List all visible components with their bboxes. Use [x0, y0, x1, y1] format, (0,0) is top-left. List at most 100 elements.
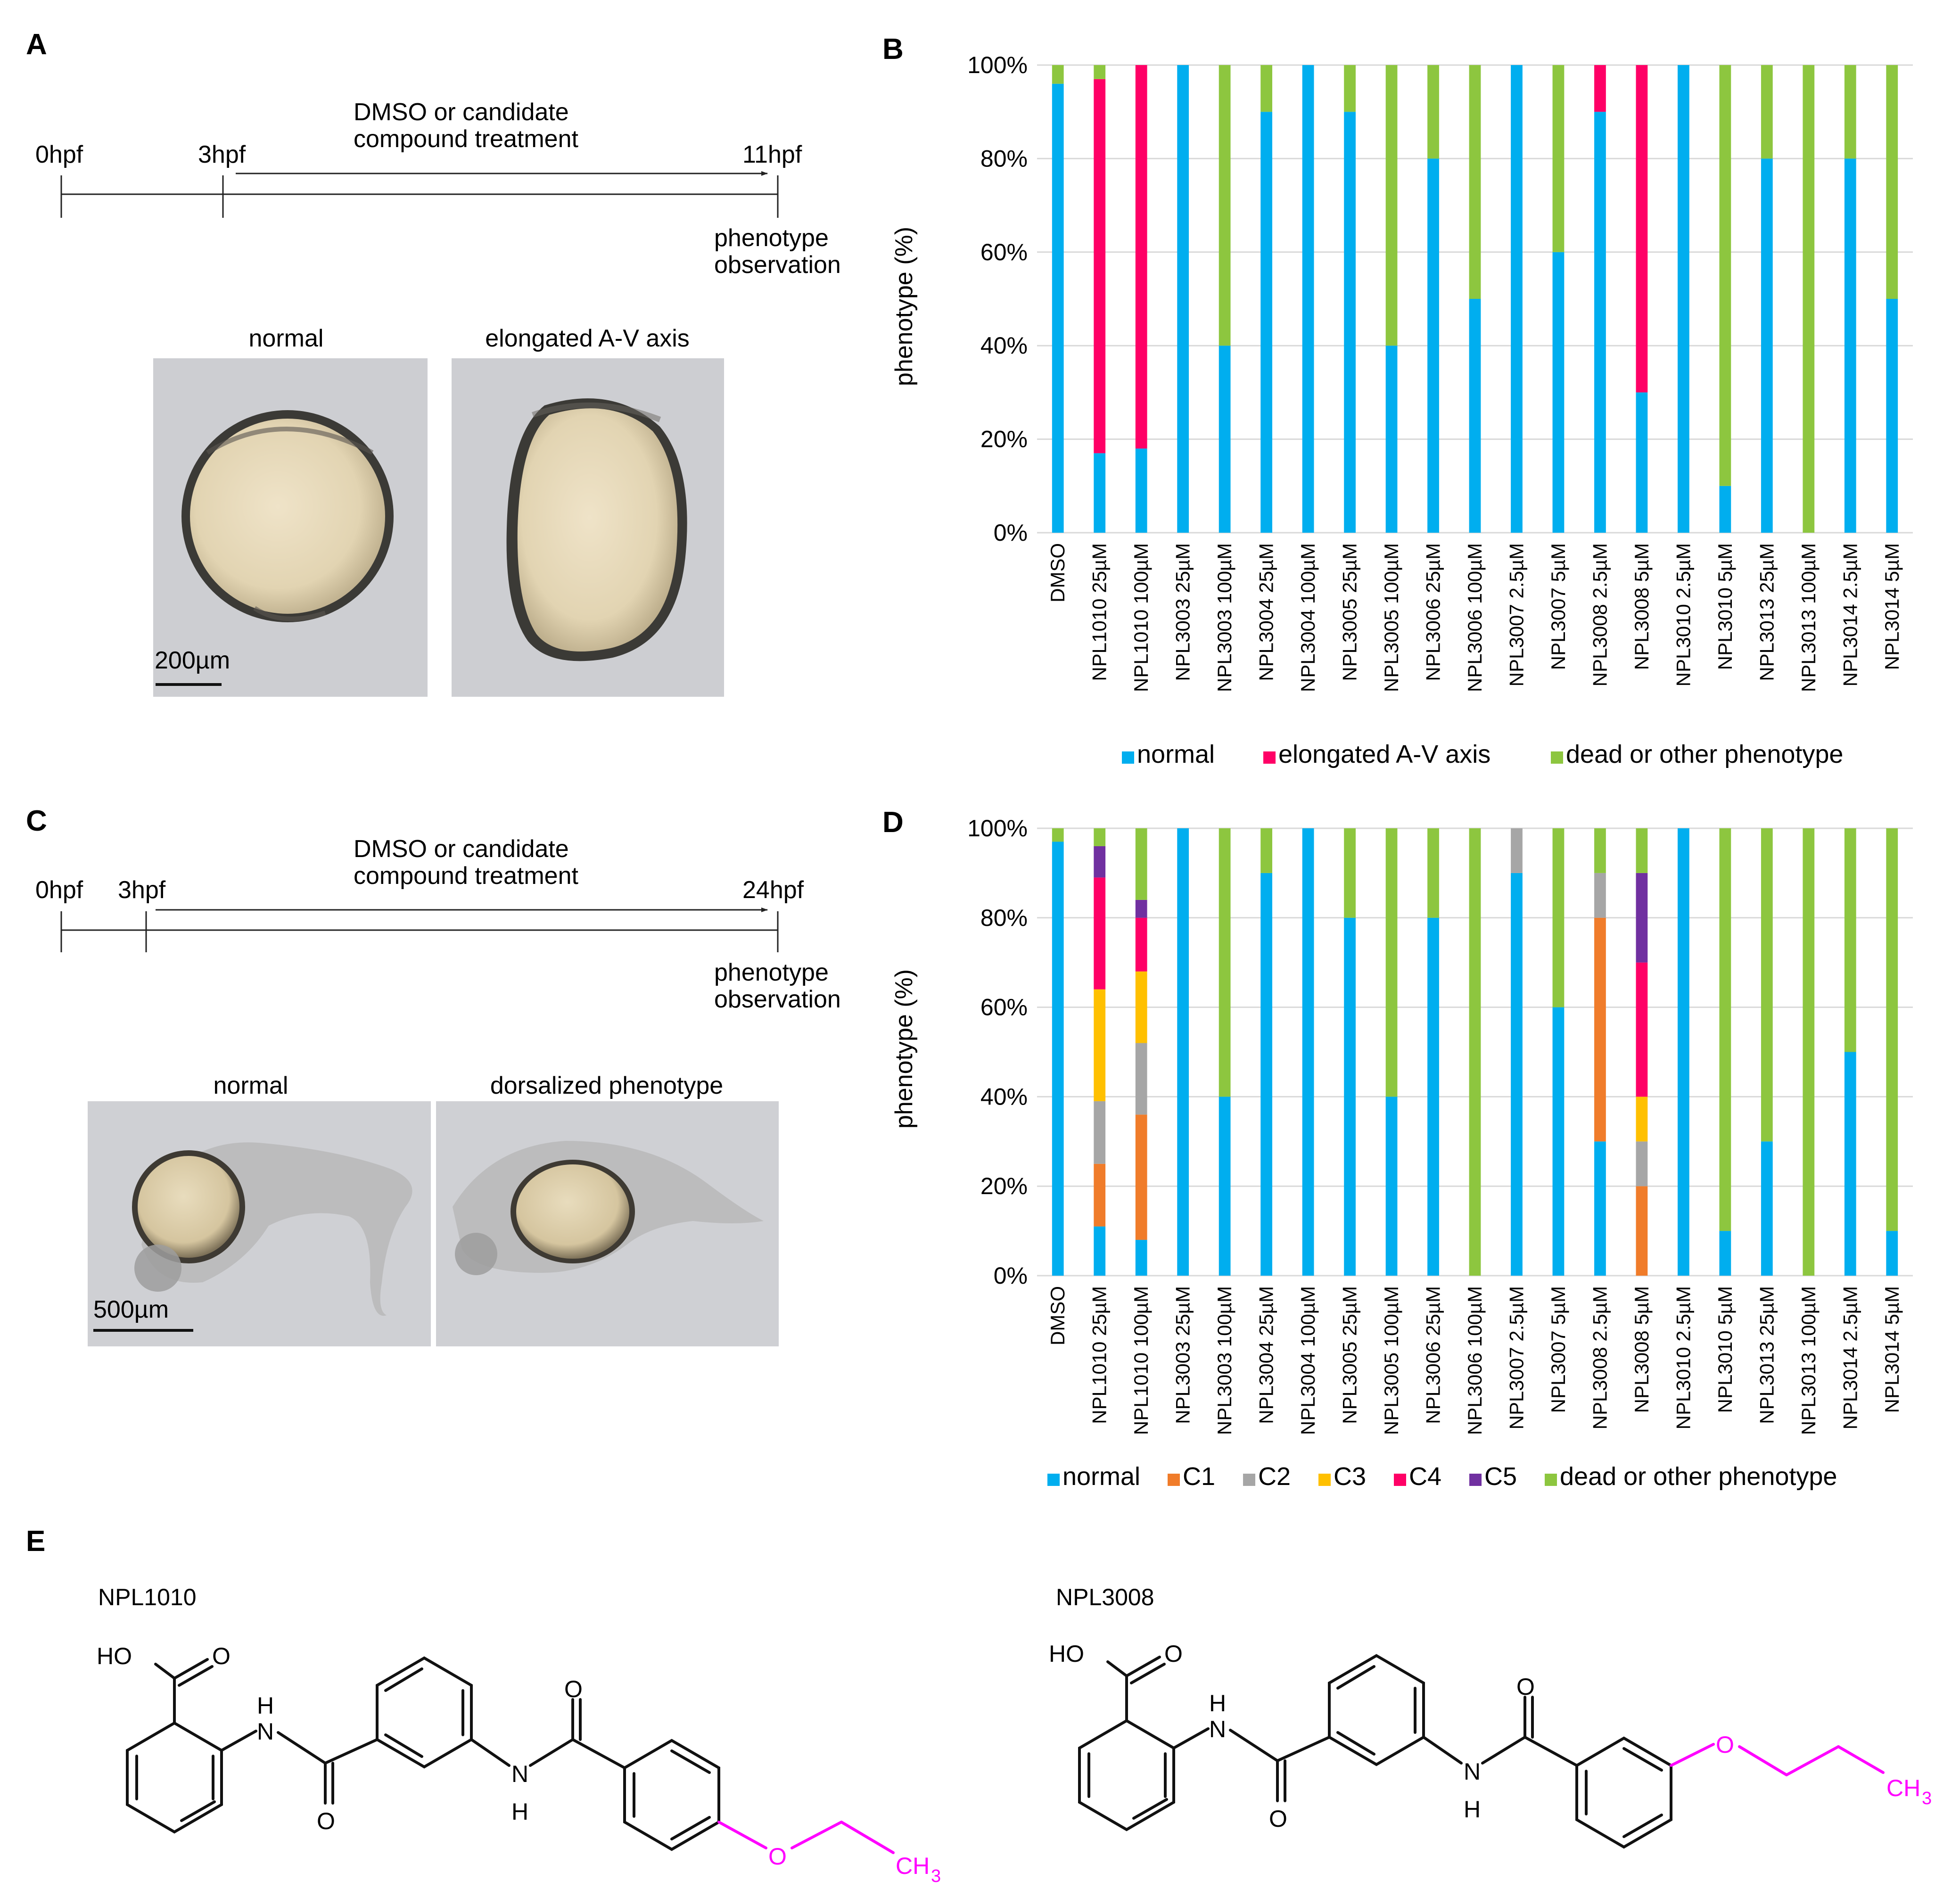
- bar-segment: [1511, 828, 1523, 873]
- atom-label: N: [1464, 1758, 1481, 1785]
- time-label-0: 0hpf: [35, 141, 83, 168]
- bar-segment: [1636, 873, 1648, 963]
- image-label-dorsalized: dorsalized phenotype: [490, 1072, 723, 1099]
- x-tick-label: NPL3004 100µM: [1297, 1286, 1319, 1435]
- y-tick-label: 80%: [980, 145, 1028, 172]
- atom-label: H: [1464, 1796, 1481, 1823]
- legend-label: C4: [1409, 1462, 1441, 1491]
- x-tick-label: NPL3007 5µM: [1547, 1286, 1569, 1413]
- x-tick-label: DMSO: [1046, 1286, 1069, 1345]
- atom-label: N: [257, 1718, 274, 1745]
- x-tick-label: NPL3007 2.5µM: [1505, 1286, 1527, 1429]
- legend-swatch: [1318, 1474, 1331, 1486]
- bar-segment: [1594, 112, 1606, 533]
- bar-segment: [1677, 65, 1689, 533]
- atom-label: HO: [97, 1643, 132, 1669]
- bar-segment: [1594, 828, 1606, 873]
- embryo-image-normal: 500µm: [88, 1101, 431, 1346]
- x-tick-label: NPL3006 25µM: [1422, 1286, 1444, 1424]
- y-tick-label: 100%: [967, 52, 1028, 78]
- x-tick-label: NPL3005 100µM: [1380, 1286, 1402, 1435]
- y-tick-label: 0%: [994, 1262, 1028, 1289]
- bar-segment: [1260, 65, 1273, 112]
- legend-label: normal: [1062, 1462, 1140, 1491]
- bar-segment: [1844, 65, 1856, 159]
- bar-segment: [1219, 1097, 1231, 1276]
- bar-segment: [1886, 65, 1898, 299]
- chart-b: B phenotype (%) 0% 20% 40% 60% 80% 100% DMSO N…: [882, 33, 1913, 768]
- x-tick-label: NPL3005 100µM: [1380, 543, 1402, 692]
- bar-segment: [1636, 1141, 1648, 1187]
- bar-segment: [1052, 65, 1064, 84]
- bar-segment: [1344, 112, 1356, 533]
- y-tick-label: 0%: [994, 520, 1028, 546]
- x-tick-label: NPL3008 2.5µM: [1589, 1286, 1611, 1429]
- x-tick-label: NPL3014 2.5µM: [1839, 543, 1861, 686]
- treatment-label-1: DMSO or candidate: [354, 99, 569, 126]
- atom-label: O: [1516, 1674, 1535, 1700]
- atom-label: O: [1269, 1806, 1287, 1832]
- bar-segment: [1552, 1007, 1565, 1276]
- legend-swatch: [1551, 751, 1563, 764]
- y-axis-title: phenotype (%): [890, 969, 918, 1129]
- image-label-elongated: elongated A-V axis: [485, 325, 690, 352]
- bar-segment: [1094, 1101, 1106, 1164]
- x-tick-label: NPL3005 25µM: [1339, 543, 1361, 681]
- treatment-label-2: compound treatment: [354, 862, 578, 890]
- bar-segment: [1761, 158, 1773, 533]
- x-tick-label: NPL3008 5µM: [1631, 1286, 1653, 1413]
- atom-label: N: [511, 1761, 528, 1787]
- x-tick-label: NPL3013 25µM: [1755, 1286, 1778, 1424]
- x-tick-label: NPL3008 5µM: [1631, 543, 1653, 670]
- bar-segment: [1302, 828, 1314, 1276]
- x-tick-label: NPL3013 25µM: [1755, 543, 1778, 681]
- compound-name: NPL3008: [1056, 1584, 1154, 1610]
- bar-segment: [1886, 1231, 1898, 1276]
- x-tick-label: NPL3004 25µM: [1255, 543, 1277, 681]
- atom-label: N: [1209, 1716, 1226, 1742]
- legend: normal elongated A-V axis dead or other …: [1122, 740, 1843, 768]
- atom-label: O: [768, 1843, 787, 1870]
- time-label-end: 24hpf: [742, 876, 804, 904]
- observation-label-2: observation: [714, 251, 841, 279]
- bar-segment: [1469, 828, 1481, 1276]
- panel-label-b: B: [882, 33, 904, 66]
- x-tick-label: NPL3014 5µM: [1881, 1286, 1903, 1413]
- x-tick-label: NPL3004 100µM: [1297, 543, 1319, 692]
- bar-segment: [1219, 346, 1231, 533]
- x-tick-label: NPL3003 100µM: [1213, 543, 1235, 692]
- treatment-label-1: DMSO or candidate: [354, 835, 569, 863]
- legend: normal C1 C2 C3 C4 C5 dead or other phen…: [1047, 1462, 1837, 1491]
- bar-segment: [1469, 65, 1481, 299]
- legend-label: C2: [1258, 1462, 1291, 1491]
- y-tick-label: 60%: [980, 994, 1028, 1021]
- x-tick-label: NPL3010 2.5µM: [1672, 1286, 1694, 1429]
- bar-segment: [1719, 1231, 1731, 1276]
- atom-label: O: [212, 1643, 231, 1669]
- bar-segment: [1636, 1186, 1648, 1276]
- y-tick-label: 40%: [980, 1083, 1028, 1110]
- legend-swatch: [1469, 1474, 1482, 1486]
- atom-label: O: [1716, 1732, 1734, 1758]
- atom-label: O: [317, 1808, 335, 1834]
- bar-segment: [1385, 346, 1398, 533]
- chart-d: D phenotype (%) 0% 20% 40% 60% 80% 100% DMSO N…: [882, 806, 1913, 1491]
- bar-segment: [1719, 65, 1731, 486]
- bar-segment: [1344, 917, 1356, 1276]
- bar-segment: [1385, 65, 1398, 346]
- bar-segment: [1052, 828, 1064, 842]
- bar-segment: [1260, 112, 1273, 533]
- legend-swatch: [1122, 751, 1134, 764]
- x-tick-label: NPL1010 25µM: [1088, 1286, 1111, 1424]
- y-tick-label: 40%: [980, 332, 1028, 359]
- panel-label-a: A: [26, 28, 47, 61]
- panel-label-c: C: [26, 805, 47, 837]
- x-tick-label: NPL3013 100µM: [1797, 543, 1820, 692]
- bar-segment: [1094, 79, 1106, 454]
- y-tick-label: 80%: [980, 905, 1028, 931]
- bar-segment: [1094, 65, 1106, 79]
- bar-segment: [1761, 828, 1773, 1142]
- scale-label-c: 500µm: [93, 1296, 169, 1323]
- legend-swatch: [1263, 751, 1276, 764]
- bar-segment: [1052, 83, 1064, 533]
